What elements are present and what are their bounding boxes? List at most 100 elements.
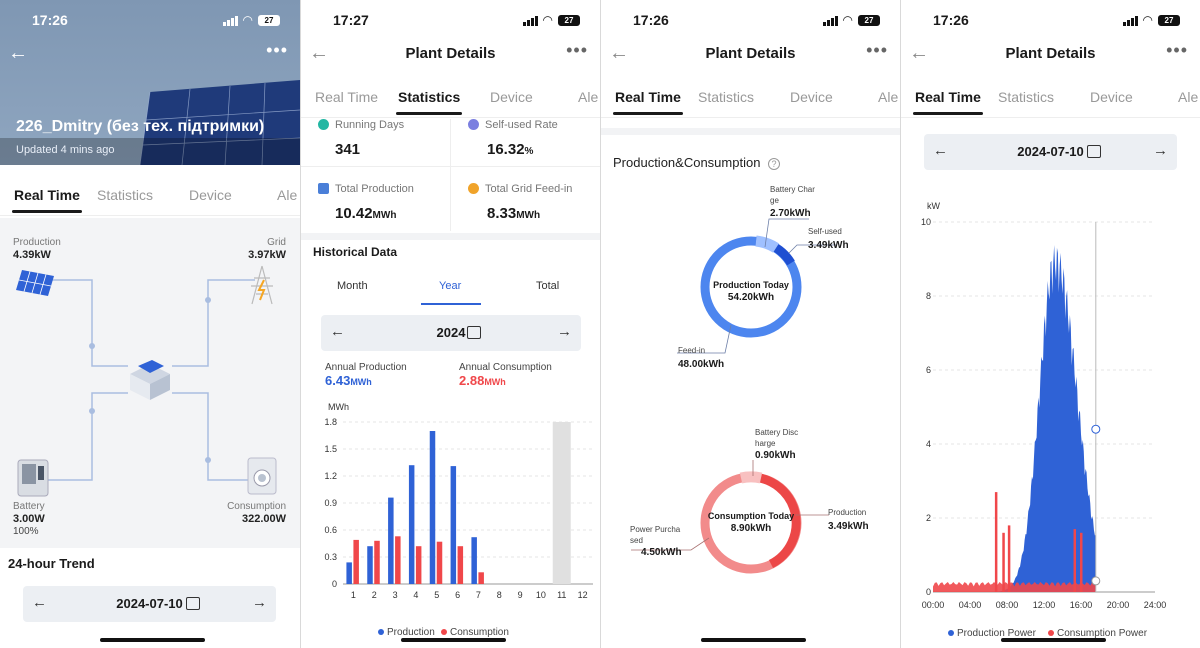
- subtab-total[interactable]: Total: [536, 280, 560, 292]
- power-purchased-value: 4.50kWh: [641, 547, 682, 558]
- y-tick-label: 0: [332, 579, 337, 589]
- tab-real-time[interactable]: Real Time: [315, 89, 379, 105]
- bar-production: [346, 562, 352, 584]
- tab-alerts[interactable]: Ale: [1178, 89, 1199, 105]
- next-year-arrow-icon[interactable]: →: [557, 323, 572, 340]
- flow-lines: [16, 265, 277, 497]
- y-tick-label: 0.3: [324, 552, 337, 562]
- next-date-arrow-icon[interactable]: →: [252, 594, 267, 611]
- nav-bar: ← Plant Details •••: [601, 40, 900, 70]
- stat-label: Running Days: [335, 119, 405, 131]
- bar-consumption: [415, 546, 422, 584]
- tab-device[interactable]: Device: [189, 187, 232, 203]
- x-tick-label: 3: [393, 590, 398, 600]
- calendar-icon[interactable]: [467, 326, 481, 339]
- panel-power-trend: 17:26 ◠ 27 ← Plant Details ••• Real Time …: [900, 0, 1200, 648]
- battery-charge-label: Battery Char ge: [770, 185, 815, 205]
- consumption-spike: [1080, 532, 1083, 592]
- tab-real-time[interactable]: Real Time: [12, 187, 82, 213]
- stat-number: 16.32: [487, 141, 525, 158]
- back-arrow-icon[interactable]: ←: [609, 42, 629, 64]
- subtab-month[interactable]: Month: [337, 280, 368, 292]
- tab-statistics[interactable]: Statistics: [395, 89, 463, 115]
- energy-flow-diagram: Production 4.39kW Grid 3.97kW Battery 3.…: [0, 218, 300, 548]
- more-dots-icon[interactable]: •••: [566, 40, 588, 60]
- annual-production-number: 6.43: [325, 373, 351, 388]
- date-selector: ← 2024-07-10 →: [23, 586, 276, 622]
- x-tick-label: 7: [476, 590, 481, 600]
- stat-label: Total Production: [335, 183, 414, 195]
- y-tick-label: 10: [921, 217, 931, 227]
- calendar-icon[interactable]: [186, 597, 200, 610]
- tab-device[interactable]: Device: [490, 89, 533, 105]
- calendar-icon[interactable]: [1087, 145, 1101, 158]
- back-arrow-icon[interactable]: ←: [909, 42, 929, 64]
- cursor-point-consumption: [1091, 576, 1101, 586]
- prev-date-arrow-icon[interactable]: ←: [933, 142, 948, 159]
- more-dots-icon[interactable]: •••: [266, 40, 288, 60]
- selected-date[interactable]: 2024-07-10: [116, 596, 183, 611]
- section-title-text: Production&Consumption: [613, 155, 761, 170]
- status-time: 17:27: [333, 12, 369, 28]
- tab-alerts[interactable]: Ale: [277, 187, 298, 203]
- tab-statistics[interactable]: Statistics: [97, 187, 154, 203]
- home-indicator: [701, 638, 806, 642]
- power-trend-chart: kW 0 2 4 6 8 10 00:00 04:00 08:00 12:00 16:00 20:00 2…: [921, 201, 1166, 639]
- legend-dot: [441, 629, 447, 635]
- tab-device[interactable]: Device: [1090, 89, 1133, 105]
- x-tick-label: 1: [351, 590, 356, 600]
- more-dots-icon[interactable]: •••: [1166, 40, 1188, 60]
- tab-device[interactable]: Device: [790, 89, 833, 105]
- selected-year[interactable]: 2024: [436, 325, 466, 340]
- tab-statistics[interactable]: Statistics: [698, 89, 755, 105]
- feed-in-value: 48.00kWh: [678, 359, 725, 370]
- prev-date-arrow-icon[interactable]: ←: [32, 594, 47, 611]
- next-date-arrow-icon[interactable]: →: [1153, 142, 1168, 159]
- bar-consumption: [457, 546, 464, 584]
- battery-icon: 27: [558, 14, 580, 26]
- tab-real-time[interactable]: Real Time: [913, 89, 983, 115]
- battery-icon: 27: [258, 14, 280, 26]
- panel-statistics: 17:27 ◠ 27 ← Plant Details ••• Real Time …: [300, 0, 600, 648]
- status-bar: 17:27 ◠ 27: [301, 0, 600, 40]
- battery-soc: 100%: [13, 526, 39, 537]
- wifi-icon: ◠: [542, 13, 553, 27]
- back-arrow-icon[interactable]: ←: [309, 42, 329, 64]
- legend-label: Consumption: [450, 627, 509, 638]
- power-purchased-label: Power Purcha sed: [630, 525, 681, 545]
- help-icon[interactable]: ?: [768, 158, 781, 170]
- wifi-icon: ◠: [842, 13, 853, 27]
- x-tick-label: 10: [536, 590, 546, 600]
- tab-real-time[interactable]: Real Time: [613, 89, 683, 115]
- y-tick-label: 0.6: [324, 525, 337, 535]
- legend-dot: [948, 630, 954, 636]
- back-arrow-icon[interactable]: ←: [8, 42, 28, 64]
- tab-alerts[interactable]: Ale: [878, 89, 899, 105]
- self-used-rate-icon: [468, 119, 479, 130]
- battery-icon: 27: [1158, 14, 1180, 26]
- y-tick-label: 2: [926, 513, 931, 523]
- subtab-year[interactable]: Year: [439, 280, 462, 292]
- tab-statistics[interactable]: Statistics: [998, 89, 1055, 105]
- nav-bar: ← Plant Details •••: [301, 40, 600, 70]
- trend-title: 24-hour Trend: [8, 556, 95, 571]
- y-tick-label: 1.5: [324, 444, 337, 454]
- stat-number: 10.42: [335, 205, 373, 222]
- legend-label: Production: [387, 627, 435, 638]
- stat-value: 8.33MWh: [487, 205, 540, 222]
- y-tick-label: 1.2: [324, 471, 337, 481]
- selected-date[interactable]: 2024-07-10: [1017, 144, 1084, 159]
- page-title: Plant Details: [405, 45, 496, 62]
- more-dots-icon[interactable]: •••: [866, 40, 888, 60]
- prev-year-arrow-icon[interactable]: ←: [330, 323, 345, 340]
- bar-consumption: [436, 541, 443, 584]
- y-tick-label: 8: [926, 291, 931, 301]
- y-tick-label: 6: [926, 365, 931, 375]
- stat-label: Total Grid Feed-in: [485, 183, 573, 195]
- y-axis-label: MWh: [328, 402, 349, 412]
- panel-production-consumption: 17:26 ◠ 27 ← Plant Details ••• Real Time …: [600, 0, 900, 648]
- annual-consumption-label: Annual Consumption: [459, 362, 552, 373]
- stat-value: 10.42MWh: [335, 205, 396, 222]
- tab-alerts[interactable]: Ale: [578, 89, 599, 105]
- page-title: Plant Details: [1005, 45, 1096, 62]
